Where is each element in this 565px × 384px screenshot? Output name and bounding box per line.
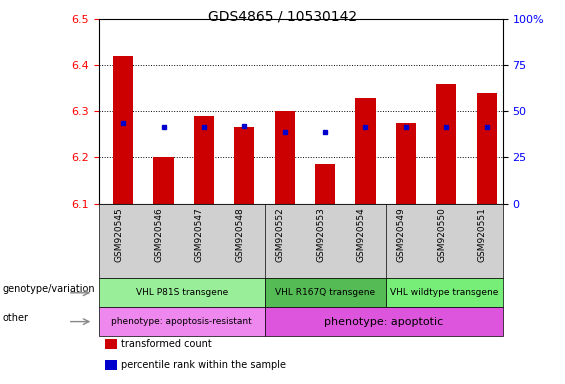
Text: GSM920547: GSM920547: [195, 207, 204, 262]
Bar: [315, 164, 335, 204]
Bar: [355, 98, 376, 204]
Text: GSM920548: GSM920548: [235, 207, 244, 262]
Text: percentile rank within the sample: percentile rank within the sample: [121, 360, 286, 370]
Text: GDS4865 / 10530142: GDS4865 / 10530142: [208, 10, 357, 23]
Text: phenotype: apoptotic: phenotype: apoptotic: [324, 316, 444, 327]
Bar: [396, 123, 416, 204]
Text: GSM920546: GSM920546: [154, 207, 163, 262]
Bar: [234, 127, 254, 204]
Text: GSM920552: GSM920552: [276, 207, 285, 262]
Text: VHL P81S transgene: VHL P81S transgene: [136, 288, 228, 297]
Bar: [113, 56, 133, 204]
Text: GSM920554: GSM920554: [357, 207, 366, 262]
Bar: [436, 84, 457, 204]
Text: VHL R167Q transgene: VHL R167Q transgene: [275, 288, 375, 297]
Text: GSM920545: GSM920545: [114, 207, 123, 262]
Bar: [154, 157, 173, 204]
Text: GSM920550: GSM920550: [437, 207, 446, 262]
Text: genotype/variation: genotype/variation: [3, 284, 95, 294]
Text: transformed count: transformed count: [121, 339, 212, 349]
Bar: [477, 93, 497, 204]
Text: GSM920551: GSM920551: [477, 207, 486, 262]
Text: GSM920553: GSM920553: [316, 207, 325, 262]
Text: GSM920549: GSM920549: [397, 207, 406, 262]
Bar: [194, 116, 214, 204]
Text: phenotype: apoptosis-resistant: phenotype: apoptosis-resistant: [111, 317, 252, 326]
Bar: [275, 111, 295, 204]
Text: other: other: [3, 313, 29, 323]
Text: VHL wildtype transgene: VHL wildtype transgene: [390, 288, 498, 297]
